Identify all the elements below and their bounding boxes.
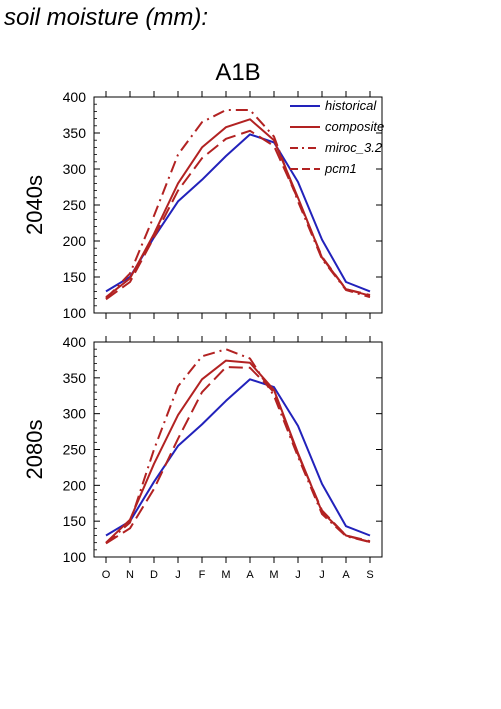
series-line-pcm1 <box>105 129 371 301</box>
y-tick-label: 250 <box>63 442 87 458</box>
y-tick-label: 350 <box>63 370 87 386</box>
x-tick-label: N <box>126 569 134 581</box>
y-tick-label: 100 <box>63 305 87 321</box>
legend-label: historical <box>325 98 377 113</box>
series-line-miroc-3-2 <box>105 348 371 545</box>
y-tick-label: 150 <box>63 513 87 529</box>
x-tick-label: M <box>221 569 230 581</box>
y-tick-label: 400 <box>63 334 87 350</box>
legend: historical composite miroc_3.2 pcm1 <box>290 98 384 176</box>
x-tick-label: M <box>269 569 278 581</box>
x-tick-label: J <box>319 569 325 581</box>
x-tick-label: J <box>175 569 181 581</box>
x-tick-label: S <box>366 569 373 581</box>
y-tick-label: 350 <box>63 125 87 141</box>
y-tick-label: 200 <box>63 233 87 249</box>
y-tick-label: 200 <box>63 477 87 493</box>
y-tick-label: 300 <box>63 161 87 177</box>
x-tick-label: J <box>295 569 301 581</box>
panel-title: A1B <box>215 59 260 86</box>
plot-frame <box>93 341 383 558</box>
x-tick-label: A <box>342 569 350 581</box>
legend-label: composite <box>325 119 384 134</box>
series-line-pcm1 <box>105 366 371 545</box>
x-tick-label: F <box>199 569 206 581</box>
x-tick-label: D <box>150 569 158 581</box>
legend-label: miroc_3.2 <box>325 140 383 155</box>
y-axis-label: 2080s <box>22 420 47 480</box>
legend-label: pcm1 <box>324 161 357 176</box>
y-tick-label: 250 <box>63 197 87 213</box>
panel-2040s: 100 150 200 250 300 350 400 A1B 2040s historical c… <box>22 59 384 321</box>
page-title: soil moisture (mm): <box>4 4 209 31</box>
y-tick-label: 300 <box>63 406 87 422</box>
y-tick-label: 400 <box>63 89 87 105</box>
y-tick-label: 150 <box>63 269 87 285</box>
series-line-composite <box>105 359 371 544</box>
panel-2080s: 100 150 200 250 300 350 400 O N D J F M A M J J A S 2080s <box>22 334 383 581</box>
series-line-miroc-3-2 <box>105 109 371 300</box>
y-tick-label: 100 <box>63 549 87 565</box>
x-tick-label: A <box>246 569 254 581</box>
y-axis-label: 2040s <box>22 175 47 235</box>
series-line-historical <box>105 378 371 537</box>
x-tick-label: O <box>102 569 111 581</box>
